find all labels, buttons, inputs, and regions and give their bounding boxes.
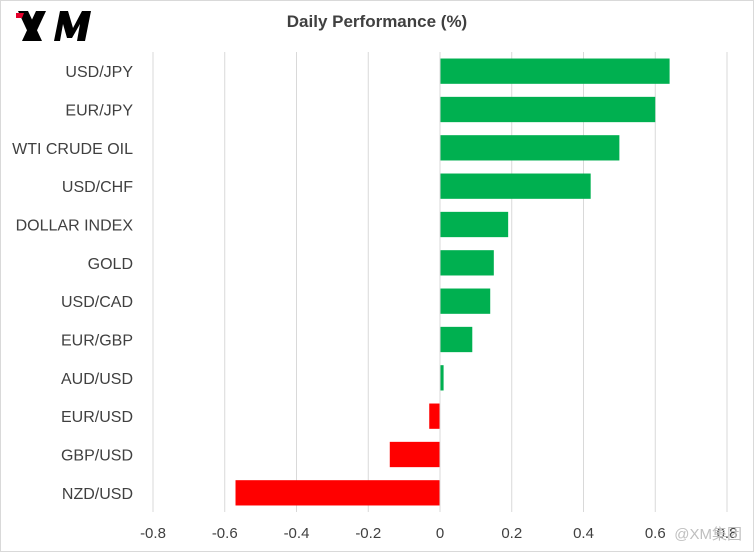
category-label: EUR/GBP — [61, 333, 133, 350]
bar — [440, 288, 491, 314]
category-label: USD/CAD — [61, 294, 133, 311]
bar — [429, 403, 440, 429]
x-tick-label: 0.8 — [717, 525, 738, 542]
category-label: EUR/USD — [61, 409, 133, 426]
category-label: USD/CHF — [62, 179, 133, 196]
bar — [440, 250, 494, 276]
watermark-text: @XM集团 — [674, 526, 742, 543]
bar — [440, 173, 591, 199]
bar — [440, 135, 620, 161]
x-tick-label: -0.8 — [140, 525, 166, 542]
category-label: USD/JPY — [65, 64, 133, 81]
bar — [389, 441, 440, 468]
x-tick-label: -0.6 — [212, 525, 238, 542]
bar — [440, 96, 656, 123]
x-tick-label: -0.2 — [355, 525, 381, 542]
xm-logo — [16, 11, 91, 41]
x-tick-label: 0.4 — [573, 525, 594, 542]
watermark: @XM集团 — [674, 523, 742, 544]
x-tick-label: -0.4 — [284, 525, 310, 542]
bar — [440, 326, 473, 353]
bar — [440, 365, 444, 391]
x-tick-label: 0.6 — [645, 525, 666, 542]
bar — [440, 211, 509, 238]
chart-title: Daily Performance (%) — [286, 12, 468, 31]
category-label: GBP/USD — [61, 448, 133, 465]
category-label: EUR/JPY — [65, 103, 133, 120]
category-label: WTI CRUDE OIL — [12, 141, 133, 158]
category-label: DOLLAR INDEX — [16, 218, 134, 235]
bar — [235, 480, 440, 506]
category-label: NZD/USD — [62, 486, 133, 503]
category-label: GOLD — [88, 256, 133, 273]
x-tick-label: 0 — [436, 525, 444, 542]
x-tick-label: 0.2 — [501, 525, 522, 542]
bar — [440, 58, 670, 84]
category-label: AUD/USD — [61, 371, 133, 388]
